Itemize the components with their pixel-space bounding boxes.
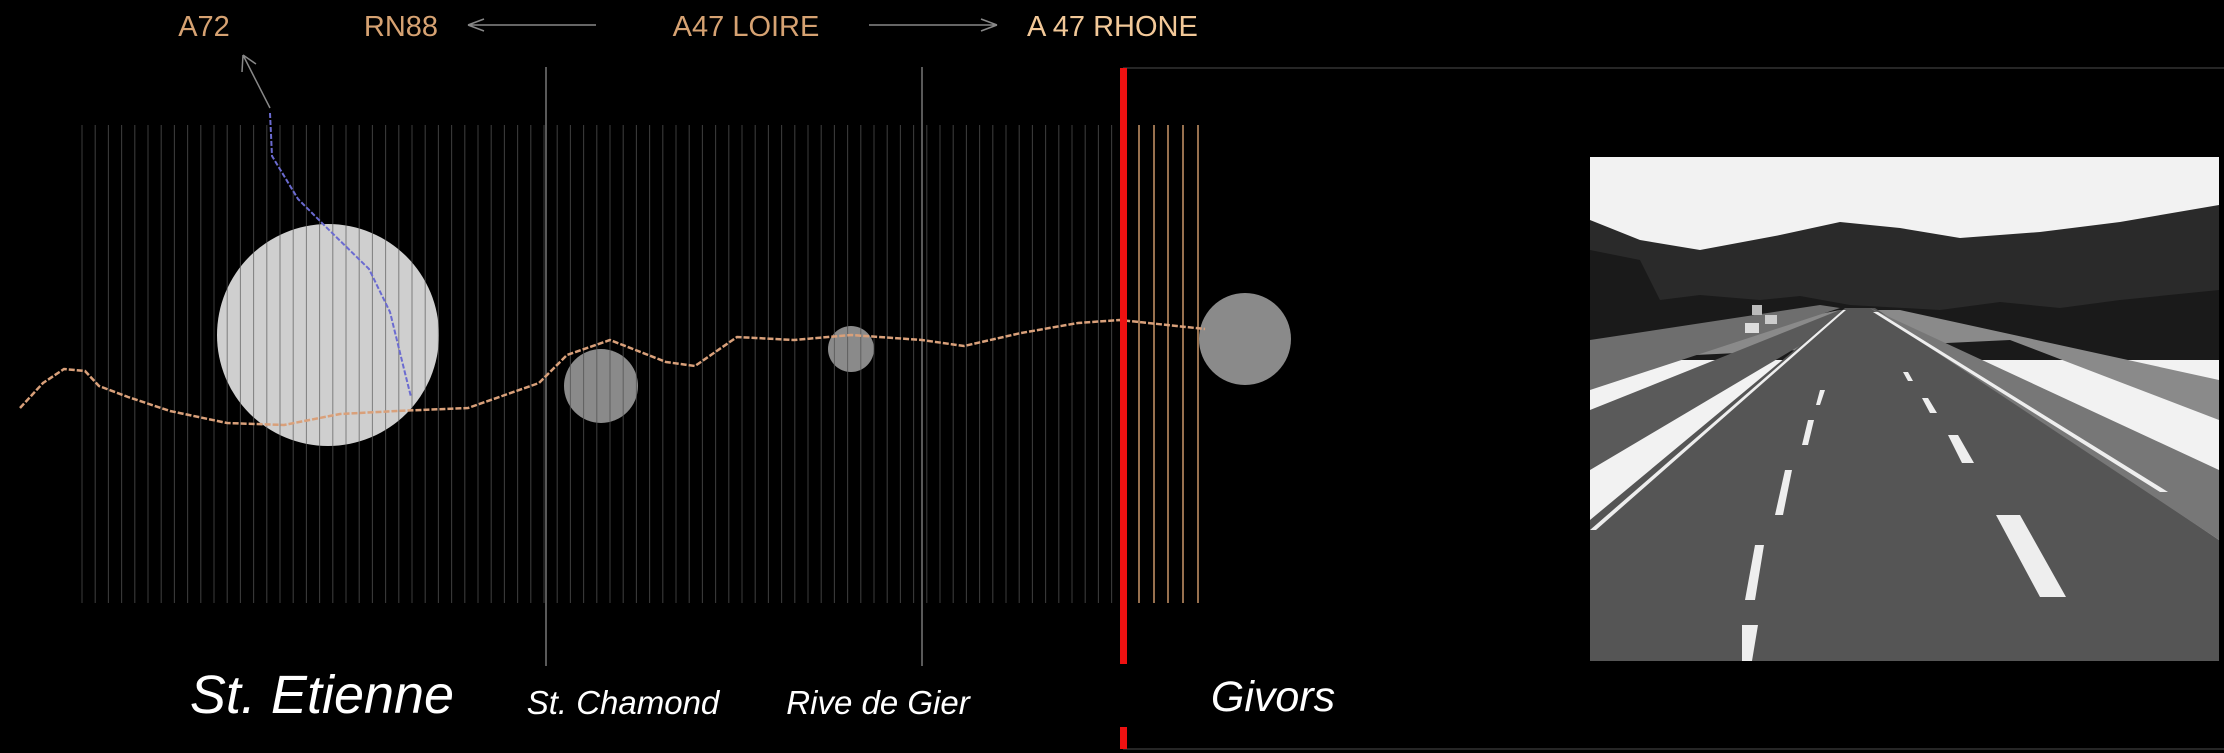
town-label: Rive de Gier [786, 684, 971, 721]
circle-givors [1199, 293, 1291, 385]
circle-st-chamond [564, 349, 638, 423]
page: A72 RN88 A47 LOIRE A 47 RHONE St. Etienn… [0, 0, 2224, 753]
vehicle [1765, 315, 1777, 324]
current-position [1120, 68, 1127, 664]
road-label: RN88 [364, 11, 438, 43]
circle-st-etienne [217, 224, 439, 446]
vehicle [1752, 305, 1762, 315]
road-label: A 47 RHONE [1027, 11, 1198, 43]
town-label: St. Chamond [527, 684, 721, 721]
vehicle [1745, 323, 1759, 333]
camera-image [1590, 157, 2219, 661]
current-position-tick [1120, 727, 1127, 749]
scene: A72 RN88 A47 LOIRE A 47 RHONE St. Etienn… [0, 0, 2224, 753]
town-label: St. Etienne [190, 665, 454, 725]
road-label: A47 LOIRE [673, 11, 820, 43]
road-label: A72 [178, 11, 230, 43]
town-label: Givors [1211, 673, 1335, 721]
